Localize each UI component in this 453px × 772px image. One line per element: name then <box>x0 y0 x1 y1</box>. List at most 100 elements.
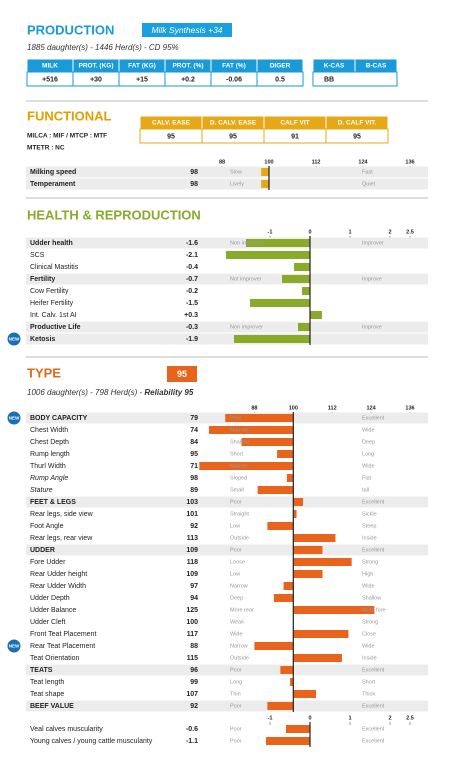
row-value: 117 <box>187 631 198 638</box>
high-label: Quiet <box>362 181 376 187</box>
table-header: CALV. EASE <box>152 120 191 127</box>
row-shade <box>26 544 428 556</box>
high-label: Inside <box>362 655 377 661</box>
row-shade <box>26 237 428 249</box>
high-label: Sickle <box>362 511 377 517</box>
low-label: Deep <box>230 595 243 601</box>
bar <box>293 534 336 542</box>
row-label: Heifer Fertility <box>30 300 74 307</box>
production-subtitle: 1885 daughter(s) - 1446 Herd(s) - CD 95% <box>27 43 179 52</box>
type-subtitle-text: 1006 daughter(s) - 798 Herd(s) - <box>27 388 144 397</box>
row-label: Rear Teat Placement <box>30 643 95 650</box>
row-value: 74 <box>190 427 198 434</box>
row-shade <box>26 178 428 190</box>
low-label: Outside <box>230 655 249 661</box>
row-value: -1.9 <box>186 336 198 343</box>
row-value: -1.6 <box>186 240 198 247</box>
row-value: 125 <box>186 607 198 614</box>
new-badge-text: NEW <box>9 416 20 421</box>
bar <box>266 737 310 745</box>
bar <box>273 594 294 602</box>
high-label: Shallow <box>362 595 381 601</box>
row-label: Cow Fertility <box>30 288 69 295</box>
tick-label: 112 <box>328 405 337 411</box>
low-label: More rear <box>230 607 254 613</box>
bar <box>241 438 294 446</box>
row-label: Veal calves muscularity <box>30 726 103 733</box>
production-title: PRODUCTION <box>27 22 114 37</box>
high-label: Close <box>362 631 376 637</box>
new-badge-text: NEW <box>9 644 20 649</box>
bar <box>261 180 269 188</box>
type-badge: 95 <box>177 369 187 379</box>
tick-label: 100 <box>264 159 273 165</box>
bar <box>298 323 310 331</box>
badge-box <box>142 23 232 37</box>
low-label: Poor <box>230 738 242 744</box>
low-label: Sloped <box>230 475 247 481</box>
row-label: BEEF VALUE <box>30 703 74 710</box>
table-value: 95 <box>167 133 175 140</box>
row-label: Ketosis <box>30 336 55 343</box>
new-badge-text: NEW <box>9 337 20 342</box>
tick-label: 2.5 <box>406 715 414 721</box>
row-value: 109 <box>186 571 198 578</box>
bar <box>267 522 294 530</box>
bar <box>293 510 297 518</box>
table-value: +516 <box>42 76 58 83</box>
bar <box>257 486 294 494</box>
low-label: Long <box>230 679 242 685</box>
high-label: Wide <box>362 643 375 649</box>
table-header: MILK <box>42 63 58 70</box>
row-value: 89 <box>190 487 198 494</box>
low-label: Poor <box>230 726 242 732</box>
low-label: Lively <box>230 181 244 187</box>
functional-title: FUNCTIONAL <box>27 108 112 123</box>
low-label: Narrow <box>230 643 248 649</box>
row-label: Chest Depth <box>30 439 69 446</box>
row-value: 109 <box>186 547 198 554</box>
row-value: -1.5 <box>186 300 198 307</box>
row-value: 103 <box>186 499 198 506</box>
bar <box>286 725 310 733</box>
row-label: Temperament <box>30 181 76 188</box>
row-label: Int. Calv. 1st AI <box>30 312 77 319</box>
tick-label: 2 <box>388 715 391 721</box>
bar <box>293 558 352 566</box>
low-label: Slow <box>230 169 242 175</box>
high-label: Excellent <box>362 703 385 709</box>
row-value: -2.1 <box>186 252 198 259</box>
table-header: D. CALF VIT. <box>338 120 377 127</box>
tick-label: -1 <box>268 229 273 235</box>
table-header: K-CAS <box>324 63 345 70</box>
high-label: Excellent <box>362 415 385 421</box>
low-label: Narrow <box>230 583 248 589</box>
low-label: Poor <box>230 667 242 673</box>
bar <box>254 642 294 650</box>
row-shade <box>26 321 428 333</box>
row-value: 98 <box>190 169 198 176</box>
high-label: Improver <box>362 240 384 246</box>
high-label: High <box>362 571 373 577</box>
table-header: PROT. (%) <box>172 63 203 70</box>
row-value: 95 <box>190 451 198 458</box>
low-label: Non improver <box>230 240 263 246</box>
low-label: Non improver <box>230 324 263 330</box>
row-value: 88 <box>190 643 198 650</box>
bar <box>234 335 310 343</box>
bar <box>283 582 294 590</box>
high-label: Strong <box>362 559 378 565</box>
row-shade <box>26 273 428 285</box>
bar <box>226 251 310 259</box>
low-label: Not improver <box>230 276 262 282</box>
row-value: 98 <box>190 475 198 482</box>
tick-label: 136 <box>405 405 414 411</box>
high-label: Excellent <box>362 738 385 744</box>
bar <box>286 474 294 482</box>
bar <box>294 263 310 271</box>
functional-note: MILCA : MIF / MTCP : MTF <box>27 133 107 140</box>
high-label: Excellent <box>362 547 385 553</box>
table-value: BB <box>324 76 334 83</box>
tick-label: 112 <box>312 159 321 165</box>
table-value: 95 <box>353 133 361 140</box>
